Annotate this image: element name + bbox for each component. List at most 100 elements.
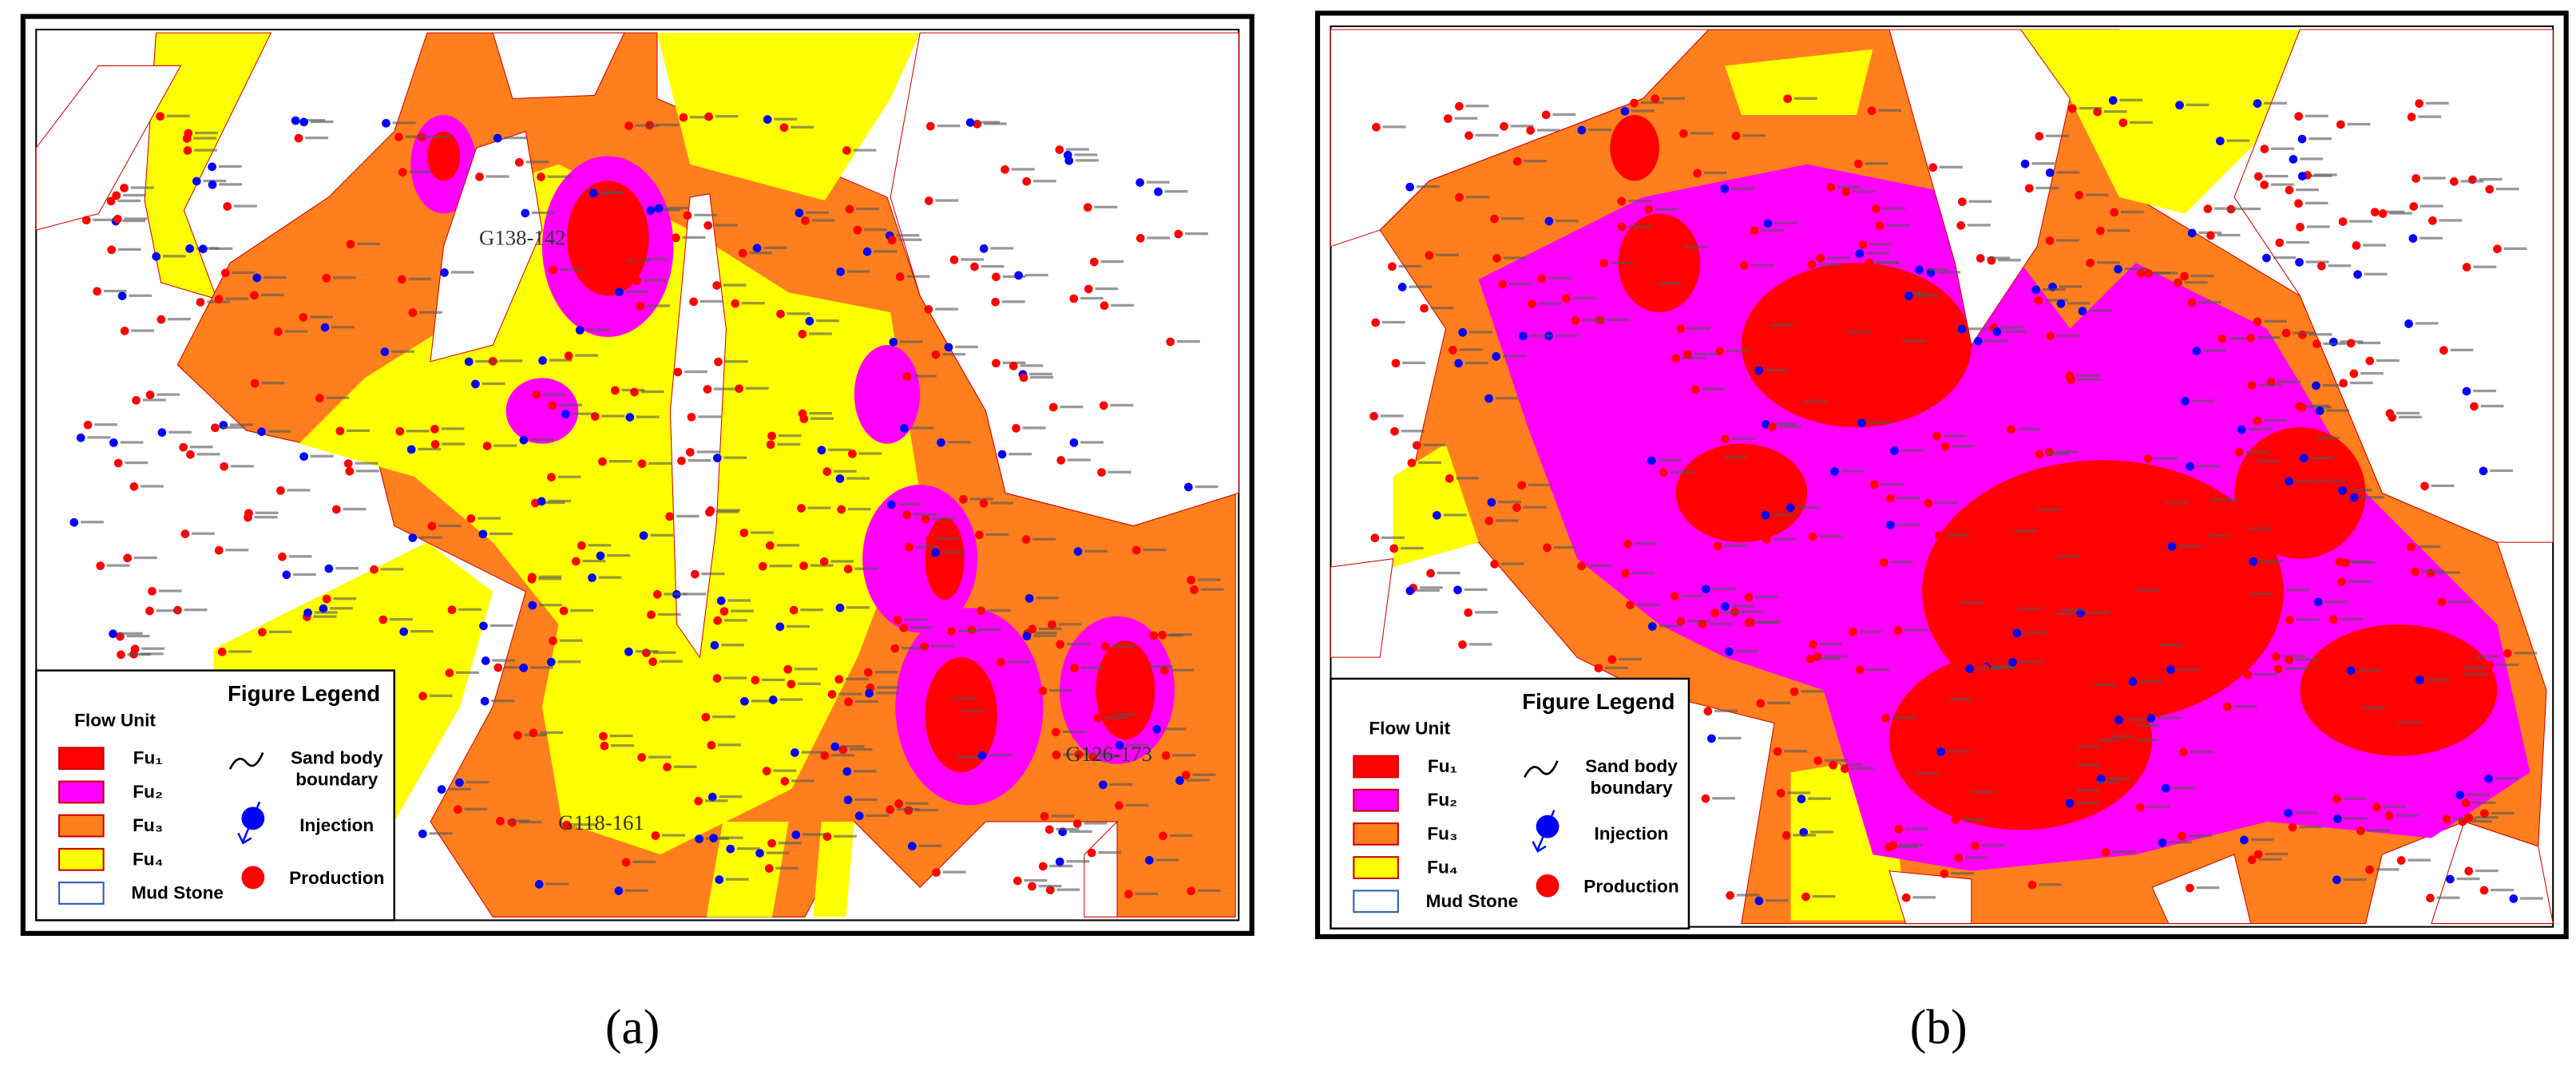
well-tag — [1197, 889, 1221, 893]
well — [719, 607, 729, 616]
well — [621, 858, 631, 867]
well — [937, 438, 945, 447]
well — [2437, 597, 2447, 607]
well-tag — [129, 294, 153, 297]
legend-swatch — [58, 847, 105, 871]
well-tag — [715, 510, 739, 513]
well — [1698, 620, 1707, 628]
well-tag — [1947, 750, 1971, 753]
well-tag — [2124, 268, 2148, 271]
well-tag — [2046, 452, 2070, 455]
well — [2020, 159, 2030, 168]
well-tag — [504, 137, 528, 140]
well-tag — [492, 659, 516, 662]
well-tag — [2308, 174, 2332, 177]
well-tag — [2306, 225, 2330, 228]
well-tag — [2415, 322, 2439, 325]
well-tag — [811, 219, 835, 222]
well — [252, 273, 262, 283]
well-tag — [2165, 501, 2189, 505]
well — [932, 868, 941, 877]
well — [2462, 386, 2471, 396]
well-tag — [478, 517, 501, 520]
well-tag — [1169, 834, 1193, 838]
well-tag — [1915, 772, 1939, 775]
well-tag — [1498, 501, 1521, 504]
well-tag — [94, 423, 118, 426]
well-tag — [648, 462, 672, 465]
well-tag — [2154, 271, 2178, 275]
well — [538, 356, 547, 365]
well — [2067, 761, 2076, 770]
well — [2216, 137, 2225, 145]
well — [979, 498, 989, 508]
well — [977, 751, 987, 760]
well — [672, 233, 680, 243]
well — [1763, 219, 1773, 228]
well-tag — [140, 652, 164, 656]
well — [2045, 236, 2055, 245]
well-tag — [559, 403, 582, 406]
well — [1412, 441, 1421, 450]
well-tag — [158, 589, 182, 593]
well-tag — [122, 219, 146, 223]
well — [397, 275, 406, 284]
well — [1159, 666, 1169, 675]
fu1-zones — [1610, 115, 2498, 830]
well — [1181, 771, 1191, 780]
well-tag — [778, 842, 802, 845]
well — [1855, 249, 1865, 258]
well-tag — [2480, 404, 2504, 408]
well — [2007, 425, 2015, 434]
well-tag — [538, 577, 562, 581]
well-tag — [1904, 628, 1928, 632]
legend-text: Sand body — [291, 748, 383, 768]
well — [2067, 743, 2075, 751]
well-tag — [2364, 272, 2388, 275]
well — [894, 799, 903, 808]
well-tag — [699, 299, 723, 303]
well-tag — [1024, 878, 1048, 882]
well-tag — [448, 787, 472, 791]
legend-swatch — [1353, 822, 1399, 846]
well — [2328, 615, 2338, 624]
well-tag — [833, 470, 857, 473]
well — [2065, 371, 2075, 380]
well — [920, 642, 929, 651]
well — [179, 442, 188, 452]
well-tag — [1098, 851, 1122, 854]
well-tag — [559, 268, 583, 271]
well — [2485, 184, 2495, 194]
well — [942, 695, 952, 703]
well — [2313, 597, 2323, 607]
well — [1490, 560, 1499, 569]
well — [2024, 184, 2034, 193]
well — [2464, 813, 2474, 822]
well-tag — [405, 135, 429, 138]
well-tag — [525, 161, 549, 164]
well-tag — [2344, 817, 2368, 820]
well-tag — [2464, 672, 2487, 676]
well — [1659, 468, 1668, 478]
well — [479, 621, 488, 631]
well-tag — [1670, 470, 1694, 474]
well — [715, 875, 724, 884]
well — [418, 829, 427, 838]
well-tag — [2495, 777, 2519, 780]
well — [1871, 204, 1880, 213]
well — [1901, 893, 1911, 902]
well-tag — [2258, 858, 2282, 861]
legend-injection-arrow — [237, 801, 261, 845]
well — [2237, 525, 2247, 533]
well — [299, 452, 308, 462]
well — [1797, 795, 1806, 803]
well — [2093, 107, 2102, 117]
well-tag — [1100, 260, 1124, 264]
well — [1420, 303, 1429, 313]
well-tag — [1080, 441, 1104, 444]
well-tag — [2367, 829, 2391, 832]
well-tag — [2120, 210, 2144, 214]
legend-text: Injection — [299, 815, 374, 835]
well — [844, 697, 853, 707]
well — [787, 680, 796, 689]
